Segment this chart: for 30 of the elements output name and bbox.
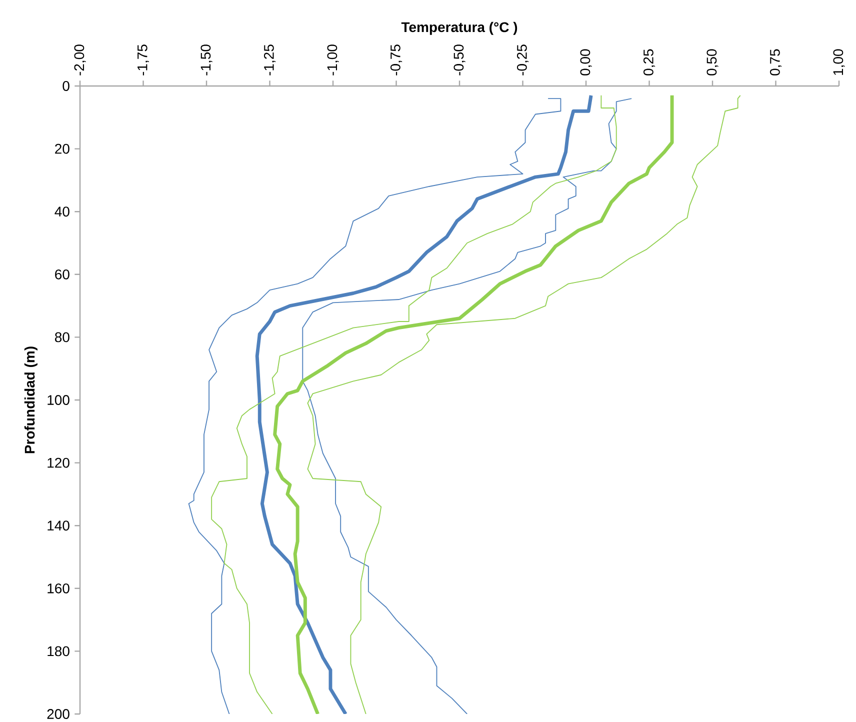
x-tick-label: 1,00	[833, 49, 845, 75]
y-tick-label: 120	[48, 458, 70, 468]
y-tick-label: 140	[48, 520, 70, 531]
y-tick-label: 60	[55, 269, 70, 280]
y-tick-label: 100	[48, 395, 70, 405]
y-tick-label: 40	[54, 206, 70, 217]
x-tick-label: -0,50	[454, 44, 466, 76]
x-tick-label: -2,00	[74, 44, 86, 76]
x-tick-label: -1,00	[327, 44, 339, 76]
y-tick-label: 20	[55, 144, 70, 154]
x-tick-label: 0,00	[580, 49, 592, 76]
line-series	[211, 94, 617, 714]
y-tick-label: 200	[47, 709, 70, 719]
y-tick-label: 80	[54, 332, 70, 342]
line-series	[188, 98, 562, 714]
x-tick-label: -1,50	[200, 44, 212, 76]
y-tick-label: 0	[62, 81, 70, 91]
x-tick-label: -1,25	[264, 44, 276, 76]
x-tick-label: 0,50	[706, 49, 718, 76]
y-tick-label: 160	[48, 583, 70, 594]
x-tick-label: -1,75	[138, 44, 149, 76]
line-series	[255, 94, 593, 714]
x-tick-label: -0,25	[516, 44, 529, 76]
x-tick-label: -0,75	[390, 44, 402, 76]
line-series	[302, 98, 632, 714]
x-axis-title: Temperatura (°C )	[401, 22, 518, 35]
y-tick-label: 180	[48, 646, 70, 656]
y-axis-title: Profundidad (m)	[24, 346, 38, 454]
x-tick-label: 0,25	[643, 49, 656, 76]
x-tick-label: 0,75	[770, 49, 782, 76]
